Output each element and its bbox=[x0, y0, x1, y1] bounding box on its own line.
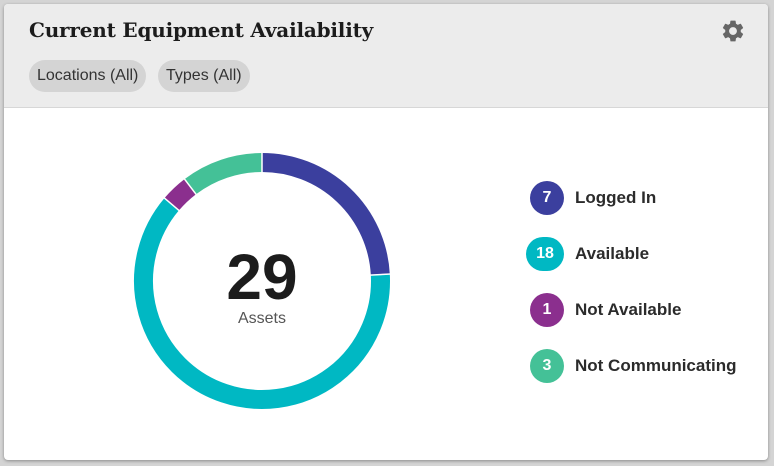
legend-badge-not-available: 1 bbox=[530, 293, 564, 327]
donut-slice-separator bbox=[183, 177, 198, 196]
donut-slice-not-available[interactable] bbox=[164, 179, 197, 211]
donut-slice-not-communicating[interactable] bbox=[184, 153, 263, 195]
legend-label-available: Available bbox=[575, 244, 650, 263]
legend-label-not-available: Not Available bbox=[575, 300, 682, 319]
card-title: Current Equipment Availability bbox=[29, 18, 374, 42]
donut-slice-separator bbox=[163, 196, 181, 212]
types-filter-chip[interactable]: Types (All) bbox=[158, 60, 250, 92]
gear-icon[interactable] bbox=[720, 18, 746, 44]
legend-label-not-communicating: Not Communicating bbox=[575, 356, 737, 375]
donut-slice-separator bbox=[369, 273, 391, 276]
total-assets-caption: Assets bbox=[238, 310, 286, 327]
legend-badge-logged-in: 7 bbox=[530, 181, 564, 215]
donut-slice-available[interactable] bbox=[134, 198, 390, 409]
legend-badge-available: 18 bbox=[526, 237, 564, 271]
availability-donut-chart: 29 Assets bbox=[134, 152, 391, 409]
card-header: Current Equipment Availability Locations… bbox=[4, 4, 768, 108]
total-assets-count: 29 bbox=[226, 241, 297, 313]
legend-badge-not-communicating: 3 bbox=[530, 349, 564, 383]
locations-filter-chip[interactable]: Locations (All) bbox=[29, 60, 147, 92]
donut-slice-logged-in[interactable] bbox=[261, 153, 390, 276]
equipment-availability-card: Current Equipment Availability Locations… bbox=[4, 4, 768, 460]
legend-label-logged-in: Logged In bbox=[575, 188, 657, 207]
